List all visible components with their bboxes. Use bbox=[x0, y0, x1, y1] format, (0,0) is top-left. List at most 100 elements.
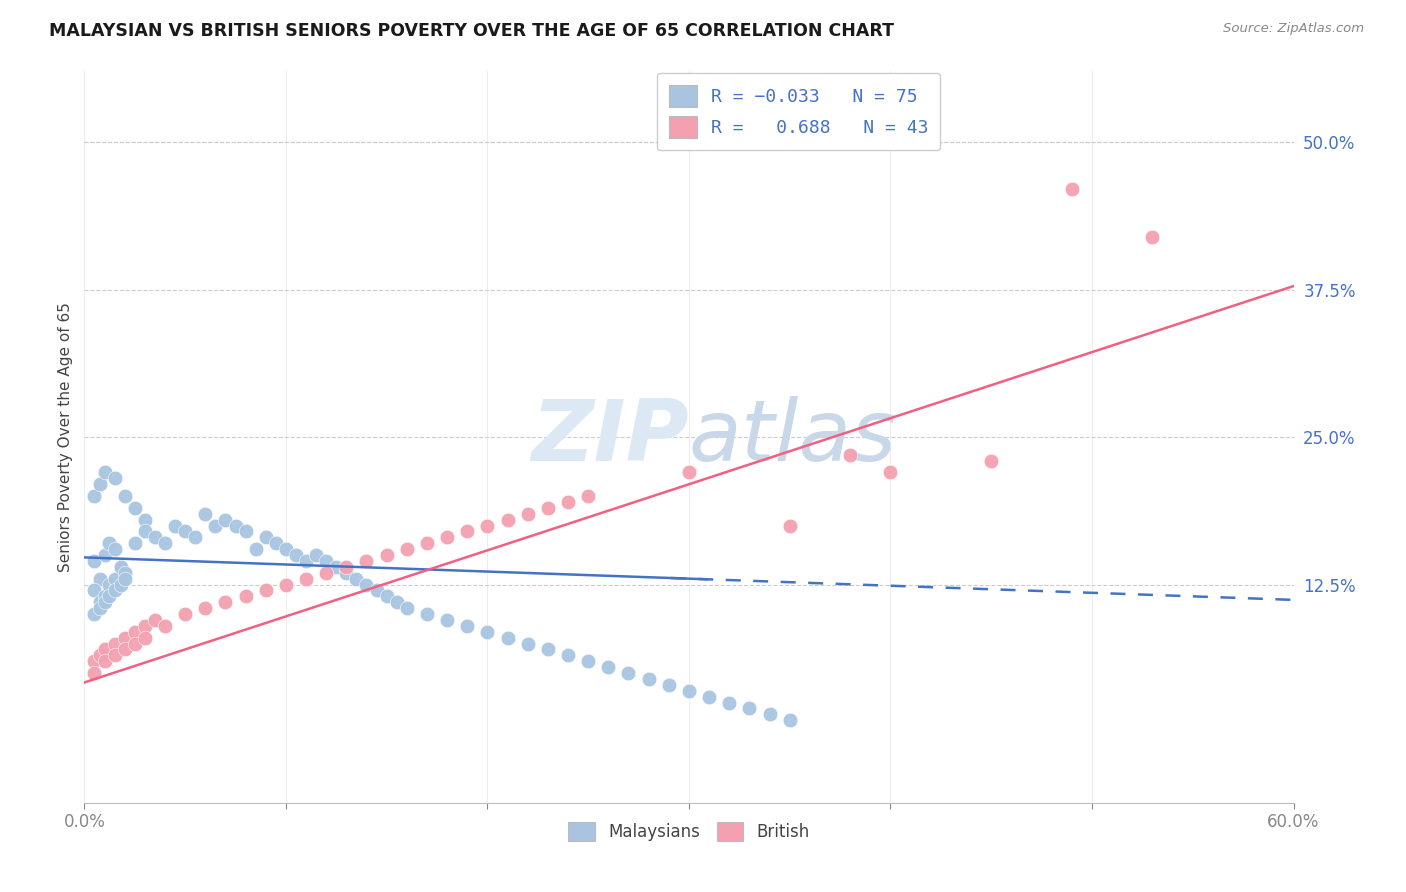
Point bbox=[395, 542, 418, 557]
Point bbox=[325, 559, 347, 574]
Point bbox=[124, 536, 146, 550]
Point bbox=[174, 607, 197, 621]
Point bbox=[104, 542, 127, 557]
Point bbox=[375, 590, 398, 604]
Point bbox=[697, 690, 720, 704]
Point bbox=[598, 660, 620, 674]
Point bbox=[97, 577, 120, 591]
Point bbox=[456, 524, 478, 539]
Point bbox=[678, 683, 700, 698]
Point bbox=[395, 601, 418, 615]
Point bbox=[436, 613, 458, 627]
Point bbox=[110, 577, 132, 591]
Point bbox=[658, 678, 681, 692]
Point bbox=[83, 489, 105, 503]
Point bbox=[114, 572, 136, 586]
Point bbox=[496, 513, 519, 527]
Point bbox=[416, 607, 439, 621]
Point bbox=[165, 518, 187, 533]
Point bbox=[537, 642, 560, 657]
Point bbox=[97, 536, 120, 550]
Point bbox=[83, 666, 105, 681]
Point bbox=[104, 636, 127, 650]
Point bbox=[104, 471, 127, 485]
Point bbox=[114, 631, 136, 645]
Y-axis label: Seniors Poverty Over the Age of 65: Seniors Poverty Over the Age of 65 bbox=[58, 302, 73, 572]
Point bbox=[143, 613, 166, 627]
Point bbox=[516, 636, 538, 650]
Point bbox=[93, 654, 115, 668]
Point bbox=[496, 631, 519, 645]
Point bbox=[516, 507, 538, 521]
Point bbox=[110, 559, 132, 574]
Point bbox=[93, 642, 115, 657]
Point bbox=[134, 524, 156, 539]
Point bbox=[416, 536, 439, 550]
Point bbox=[83, 654, 105, 668]
Point bbox=[456, 619, 478, 633]
Point bbox=[436, 530, 458, 544]
Point bbox=[335, 566, 357, 580]
Point bbox=[134, 619, 156, 633]
Point bbox=[375, 548, 398, 562]
Point bbox=[93, 548, 115, 562]
Point bbox=[1142, 229, 1164, 244]
Point bbox=[274, 577, 297, 591]
Point bbox=[89, 601, 111, 615]
Point bbox=[153, 619, 176, 633]
Point bbox=[477, 518, 499, 533]
Point bbox=[104, 572, 127, 586]
Point bbox=[214, 513, 236, 527]
Point bbox=[110, 559, 132, 574]
Point bbox=[576, 654, 599, 668]
Text: Source: ZipAtlas.com: Source: ZipAtlas.com bbox=[1223, 22, 1364, 36]
Point bbox=[315, 566, 337, 580]
Point bbox=[385, 595, 408, 609]
Point bbox=[114, 566, 136, 580]
Point bbox=[114, 566, 136, 580]
Point bbox=[143, 530, 166, 544]
Legend: Malaysians, British: Malaysians, British bbox=[560, 814, 818, 849]
Point bbox=[678, 466, 700, 480]
Point bbox=[174, 524, 197, 539]
Point bbox=[346, 572, 368, 586]
Point bbox=[114, 642, 136, 657]
Point bbox=[93, 590, 115, 604]
Point bbox=[637, 672, 659, 686]
Point bbox=[315, 554, 337, 568]
Point bbox=[93, 466, 115, 480]
Point bbox=[537, 500, 560, 515]
Point bbox=[194, 507, 217, 521]
Point bbox=[235, 590, 257, 604]
Point bbox=[295, 572, 318, 586]
Point bbox=[184, 530, 207, 544]
Point bbox=[89, 477, 111, 491]
Point bbox=[124, 500, 146, 515]
Point bbox=[779, 518, 801, 533]
Point bbox=[93, 595, 115, 609]
Point bbox=[758, 707, 780, 722]
Point bbox=[839, 448, 862, 462]
Point bbox=[83, 583, 105, 598]
Point bbox=[274, 542, 297, 557]
Point bbox=[356, 554, 378, 568]
Point bbox=[235, 524, 257, 539]
Point bbox=[194, 601, 217, 615]
Point bbox=[718, 696, 741, 710]
Point bbox=[254, 530, 277, 544]
Point bbox=[305, 548, 328, 562]
Point bbox=[89, 572, 111, 586]
Point bbox=[245, 542, 267, 557]
Point bbox=[879, 466, 901, 480]
Point bbox=[104, 648, 127, 663]
Point bbox=[124, 624, 146, 639]
Point bbox=[97, 590, 120, 604]
Point bbox=[134, 513, 156, 527]
Point bbox=[295, 554, 318, 568]
Point bbox=[214, 595, 236, 609]
Point bbox=[356, 577, 378, 591]
Point bbox=[576, 489, 599, 503]
Point bbox=[225, 518, 247, 533]
Point bbox=[1060, 182, 1083, 196]
Text: MALAYSIAN VS BRITISH SENIORS POVERTY OVER THE AGE OF 65 CORRELATION CHART: MALAYSIAN VS BRITISH SENIORS POVERTY OVE… bbox=[49, 22, 894, 40]
